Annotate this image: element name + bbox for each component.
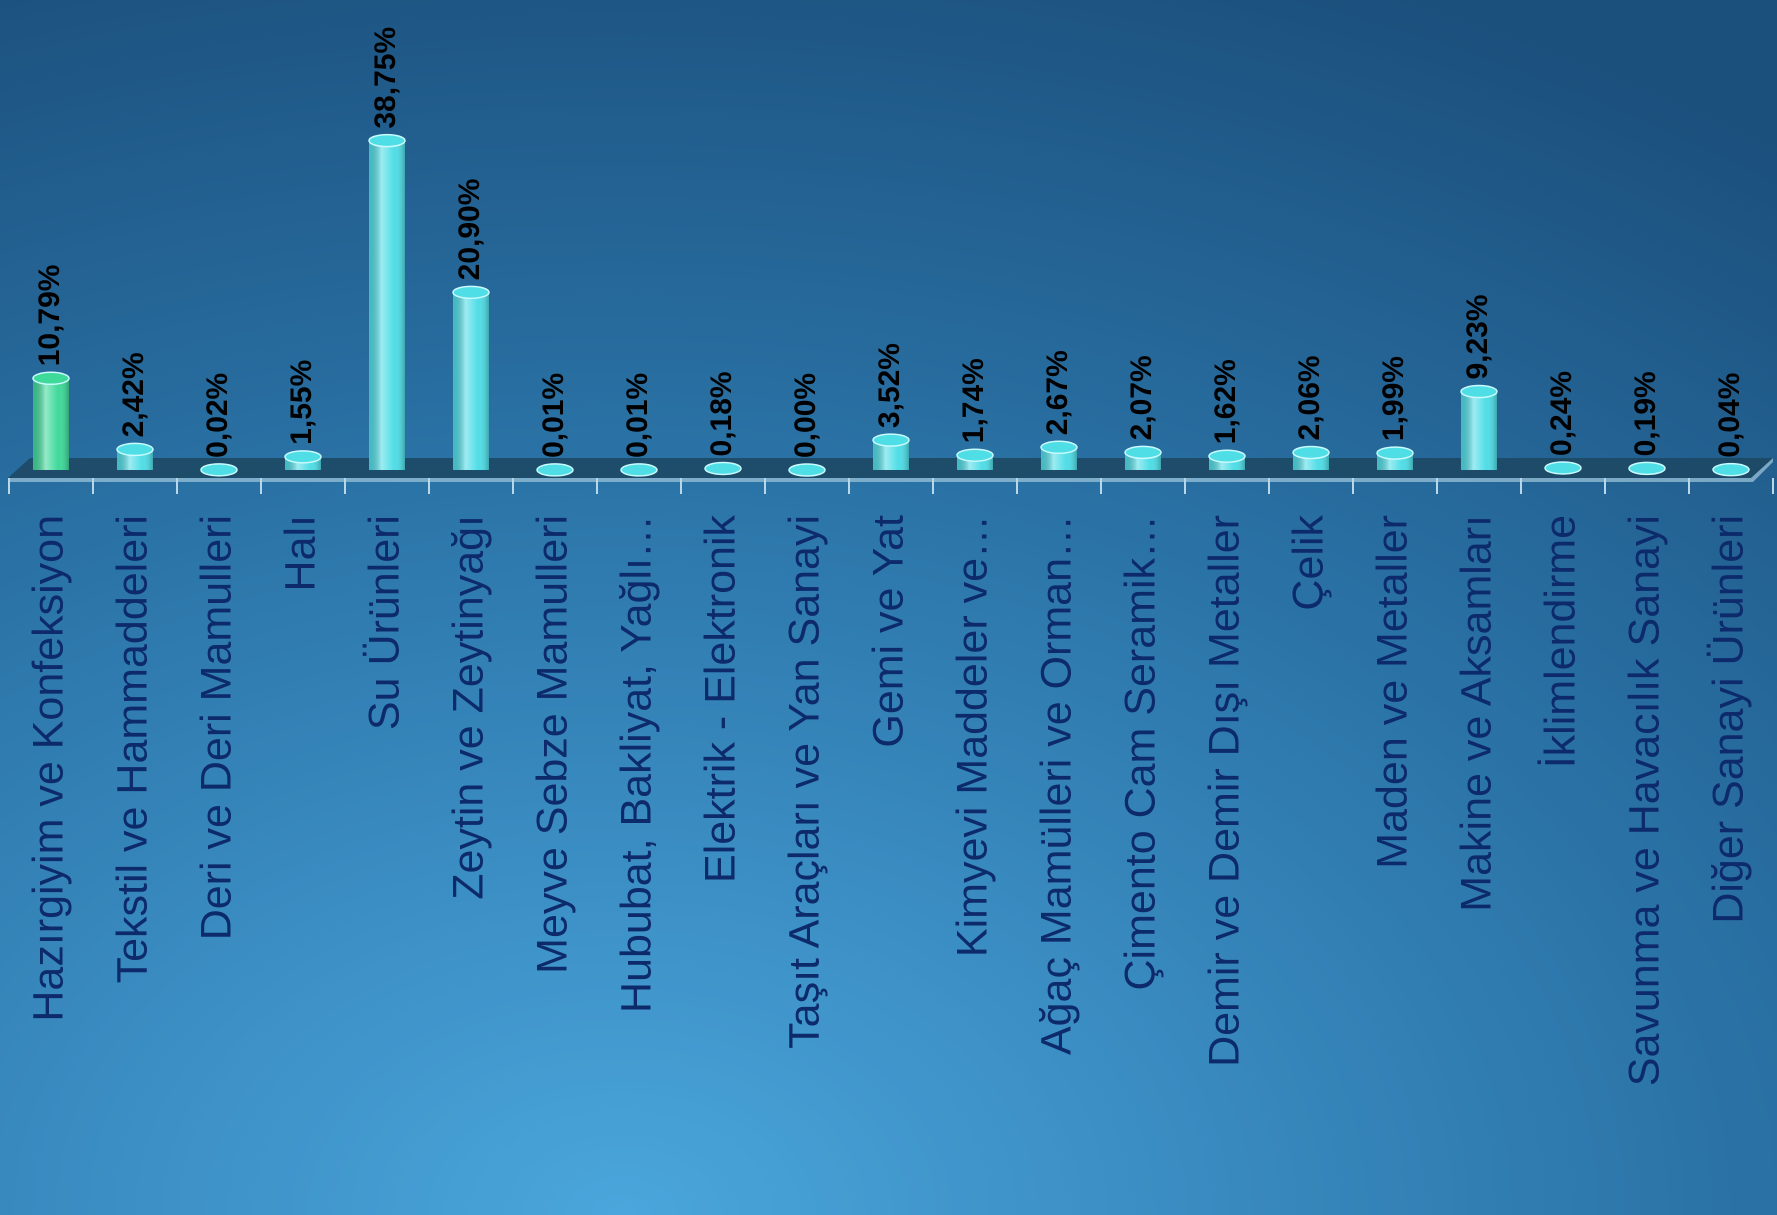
value-label: 1,55% xyxy=(285,360,318,445)
value-label: 1,74% xyxy=(957,358,990,443)
bar-top xyxy=(1712,462,1750,477)
bar-top xyxy=(1460,384,1498,399)
value-label: 20,90% xyxy=(453,179,486,281)
x-tick-label: Maden ve Metaller xyxy=(1368,515,1416,869)
bar-top xyxy=(368,133,406,148)
bar-shade xyxy=(33,378,69,470)
x-tick-label: Ağaç Mamülleri ve Orman… xyxy=(1032,515,1080,1055)
floor-edge xyxy=(8,458,1773,482)
x-tick-label: Su Ürünleri xyxy=(360,515,408,730)
bar-top xyxy=(284,450,322,464)
x-tick-label: Meyve Sebze Mamulleri xyxy=(528,515,576,974)
bar-top xyxy=(32,371,70,386)
value-label: 2,07% xyxy=(1125,355,1158,440)
value-label: 0,02% xyxy=(201,373,234,458)
x-tick-label: Halı xyxy=(276,515,324,591)
x-tick-label: Çimento Cam Seramik… xyxy=(1116,515,1164,991)
value-label: 1,99% xyxy=(1377,356,1410,441)
bar-top xyxy=(200,463,238,477)
value-label: 0,00% xyxy=(789,373,822,458)
value-label: 3,52% xyxy=(873,343,906,428)
bar-top xyxy=(116,442,154,457)
bar-top xyxy=(788,463,826,477)
value-label: 0,04% xyxy=(1713,373,1746,458)
bar-top xyxy=(1208,449,1246,463)
x-tick-label: Gemi ve Yat xyxy=(864,515,912,748)
x-tick-label: Zeytin ve Zeytinyağı xyxy=(444,515,492,900)
value-label: 2,42% xyxy=(117,352,150,437)
value-label: 0,24% xyxy=(1545,371,1578,456)
x-tick-label: Taşıt Araçları ve Yan Sanayi xyxy=(780,515,828,1049)
bar-shade xyxy=(369,140,405,470)
value-label: 38,75% xyxy=(369,27,402,129)
value-label: 1,62% xyxy=(1209,359,1242,444)
value-label: 10,79% xyxy=(33,265,66,367)
bar-top xyxy=(536,463,574,477)
x-tick-label: Elektrik - Elektronik xyxy=(696,515,744,883)
value-label: 0,18% xyxy=(705,371,738,456)
bar-top xyxy=(452,285,490,300)
bar-top xyxy=(1628,461,1666,476)
bar-top xyxy=(1040,440,1078,455)
value-label: 0,19% xyxy=(1629,371,1662,456)
bar-top xyxy=(704,461,742,476)
x-tick-label: Savunma ve Havacılık Sanayi xyxy=(1620,515,1668,1086)
x-tick-label: Hububat, Bakliyat, Yağlı… xyxy=(612,515,660,1013)
value-label: 9,23% xyxy=(1461,294,1494,379)
x-tick-label: Hazırgiyim ve Konfeksiyon xyxy=(24,515,72,1022)
x-tick-label: İklimlendirme xyxy=(1536,515,1584,768)
x-tick-label: Çelik xyxy=(1284,515,1332,611)
x-tick-label: Kimyevi Maddeler ve… xyxy=(948,515,996,957)
value-label: 2,67% xyxy=(1041,350,1074,435)
value-label: 2,06% xyxy=(1293,355,1326,440)
bar-shade xyxy=(453,292,489,470)
value-label: 0,01% xyxy=(621,373,654,458)
bar-top xyxy=(620,463,658,477)
x-tick-label: Diğer Sanayi Ürünleri xyxy=(1704,515,1752,924)
value-label: 0,01% xyxy=(537,373,570,458)
x-tick-label: Deri ve Deri Mamulleri xyxy=(192,515,240,940)
x-tick-label: Demir ve Demir Dışı Metaller xyxy=(1200,515,1248,1067)
bar-top xyxy=(1292,445,1330,460)
bar-top xyxy=(1124,445,1162,460)
bar-shade xyxy=(1461,391,1497,470)
x-tick-label: Makine ve Aksamları xyxy=(1452,515,1500,912)
bar-top xyxy=(1544,461,1582,475)
bar-top xyxy=(956,448,994,462)
bar-top xyxy=(872,433,910,447)
x-tick-label: Tekstil ve Hammaddeleri xyxy=(108,515,156,983)
bar-top xyxy=(1376,446,1414,460)
